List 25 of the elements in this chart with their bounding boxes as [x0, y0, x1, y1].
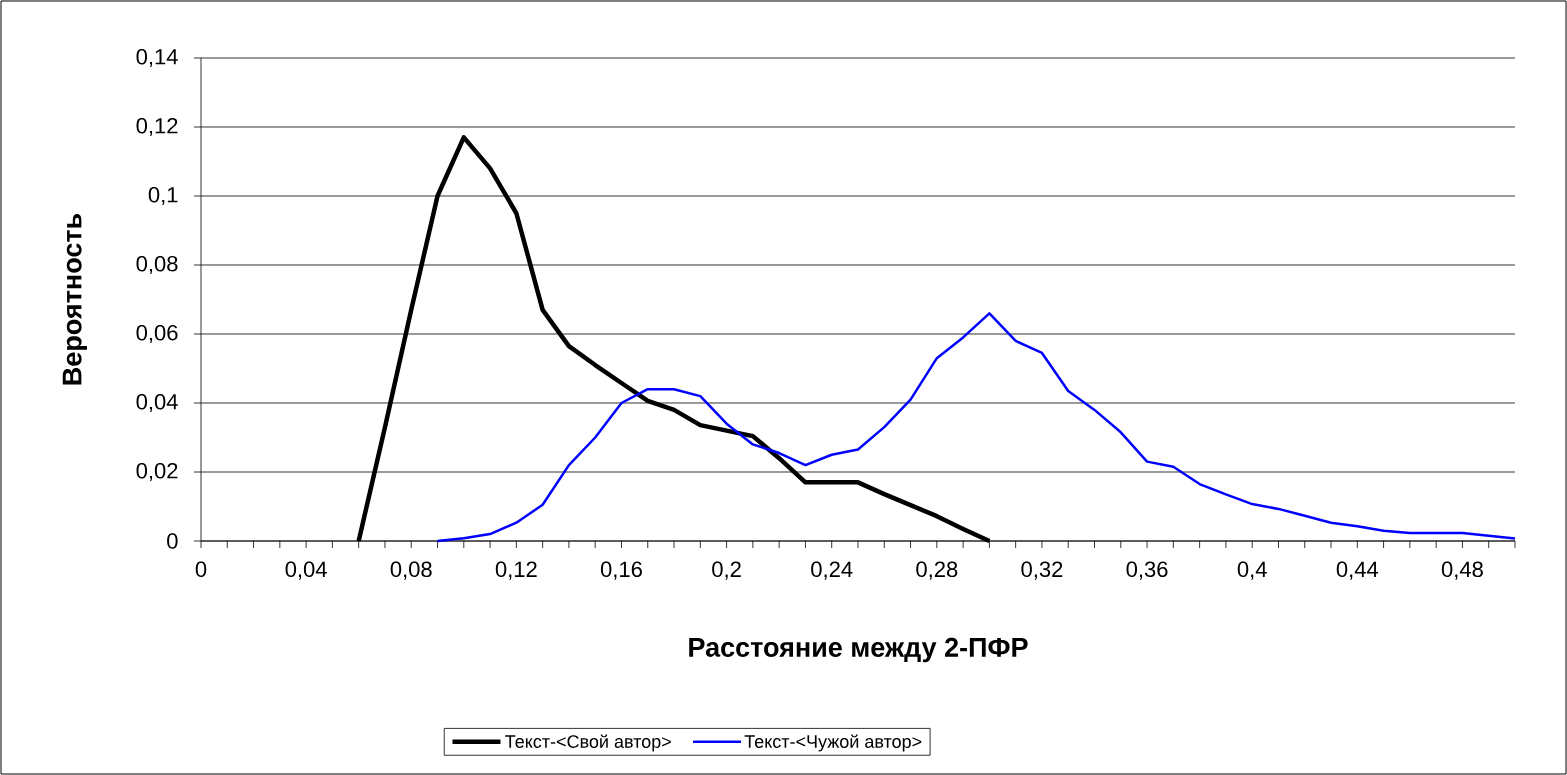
- x-tick-label: 0,16: [600, 561, 642, 580]
- legend-label: Текст-<Свой автор>: [505, 734, 671, 752]
- y-tick-label: 0,1: [148, 186, 178, 206]
- x-tick-label: 0: [195, 561, 207, 578]
- y-tick-label: 0: [167, 533, 178, 549]
- x-tick-label: 0,44: [1336, 561, 1379, 580]
- y-tick-label: 0,08: [136, 255, 178, 275]
- x-tick-label: 0,32: [1021, 561, 1063, 580]
- x-axis-title: Расстояние между 2-ПФР: [689, 637, 1028, 663]
- y-axis-title: Вероятность: [62, 213, 87, 385]
- y-tick-label: 0,12: [136, 117, 178, 137]
- x-tick-label: 0,28: [916, 561, 958, 580]
- x-tick-label: 0,04: [285, 561, 327, 580]
- x-tick-label: 0,4: [1237, 561, 1267, 580]
- y-tick-label: 0,02: [136, 462, 178, 482]
- y-tick-label: 0,14: [136, 48, 178, 68]
- x-tick-label: 0,12: [495, 561, 537, 580]
- x-tick-label: 0,48: [1441, 561, 1483, 580]
- y-tick-label: 0,04: [136, 393, 178, 413]
- legend-label: Текст-<Чужой автор>: [744, 734, 922, 752]
- x-tick-label: 0,24: [811, 561, 853, 580]
- x-tick-label: 0,08: [390, 561, 432, 580]
- y-tick-label: 0,06: [136, 324, 178, 344]
- x-tick-label: 0,2: [712, 561, 741, 580]
- x-tick-label: 0,36: [1126, 561, 1168, 580]
